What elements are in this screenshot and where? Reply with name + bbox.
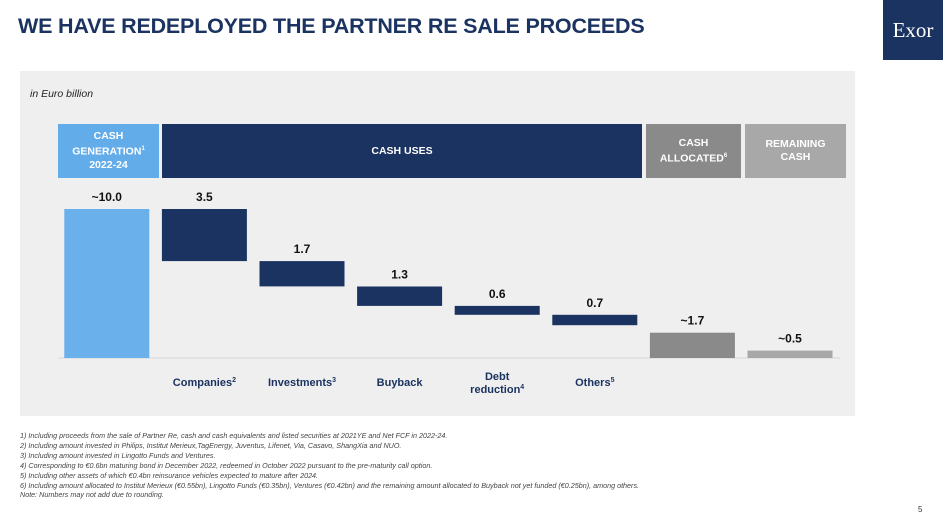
- unit-label: in Euro billion: [30, 88, 94, 100]
- value-label-5: 0.7: [586, 296, 603, 310]
- header-generation-line-1: CASH: [93, 130, 124, 143]
- value-label-6: ~1.7: [681, 314, 705, 328]
- footnote-note: Note: Numbers may not add due to roundin…: [20, 490, 164, 500]
- header-generation-sup: 1: [141, 146, 145, 153]
- waterfall-bar-4: [454, 305, 540, 315]
- waterfall-bar-6: [649, 332, 735, 358]
- footnote-4: 4) Corresponding to €0.6bn maturing bond…: [20, 460, 433, 470]
- header-uses-label: CASH USES: [371, 144, 433, 157]
- page-number: 5: [918, 505, 923, 514]
- footnote-5: 5) Including other assets of which €0.4b…: [20, 470, 319, 480]
- value-label-1: 3.5: [196, 190, 213, 204]
- waterfall-bar-5: [552, 314, 638, 326]
- header-allocated-sup: 6: [723, 152, 728, 159]
- category-label-1: Companies2: [173, 377, 236, 389]
- header-allocated-line-1: CASH: [678, 136, 709, 149]
- waterfall-bar-1: [161, 209, 247, 262]
- page-title: WE HAVE REDEPLOYED THE PARTNER RE SALE P…: [18, 14, 645, 38]
- header-cash-allocated: CASH ALLOCATED6: [646, 124, 741, 178]
- footnote-6: 6) Including amount allocated to Institu…: [20, 480, 640, 490]
- waterfall-bar-0: [64, 209, 150, 358]
- exor-logo: Exor: [883, 0, 943, 60]
- value-label-3: 1.3: [391, 268, 408, 282]
- value-label-4: 0.6: [489, 287, 506, 301]
- header-generation-line-3: 2022-24: [89, 158, 128, 171]
- header-remaining-line-2: CASH: [780, 151, 811, 163]
- value-label-0: ~10.0: [92, 190, 123, 204]
- category-label-5: Others5: [575, 377, 614, 389]
- header-remaining-cash: REMAINING CASH: [745, 124, 846, 178]
- category-label-3: Buyback: [377, 377, 424, 389]
- value-label-2: 1.7: [294, 242, 311, 256]
- footnote-3: 3) Including amount invested in Lingotto…: [20, 450, 216, 460]
- header-remaining-line-1: REMAINING: [765, 138, 826, 150]
- header-cash-generation: CASH GENERATION1 2022-24: [58, 124, 159, 178]
- category-label-2: Investments3: [268, 377, 336, 389]
- header-allocated-line-2: ALLOCATED: [659, 152, 724, 165]
- footnotes: 1) Including proceeds from the sale of P…: [20, 431, 639, 500]
- header-generation-line-2: GENERATION: [72, 145, 142, 158]
- footnote-1: 1) Including proceeds from the sale of P…: [20, 431, 448, 440]
- waterfall-bar-2: [259, 261, 345, 287]
- footnote-2: 2) Including amount invested in Philips,…: [20, 440, 402, 450]
- header-cash-uses: CASH USES: [162, 124, 642, 178]
- waterfall-bar-3: [357, 286, 443, 306]
- category-label-4: Debt reduction4: [470, 371, 524, 396]
- waterfall-bar-7: [747, 350, 833, 358]
- value-label-7: ~0.5: [778, 332, 802, 346]
